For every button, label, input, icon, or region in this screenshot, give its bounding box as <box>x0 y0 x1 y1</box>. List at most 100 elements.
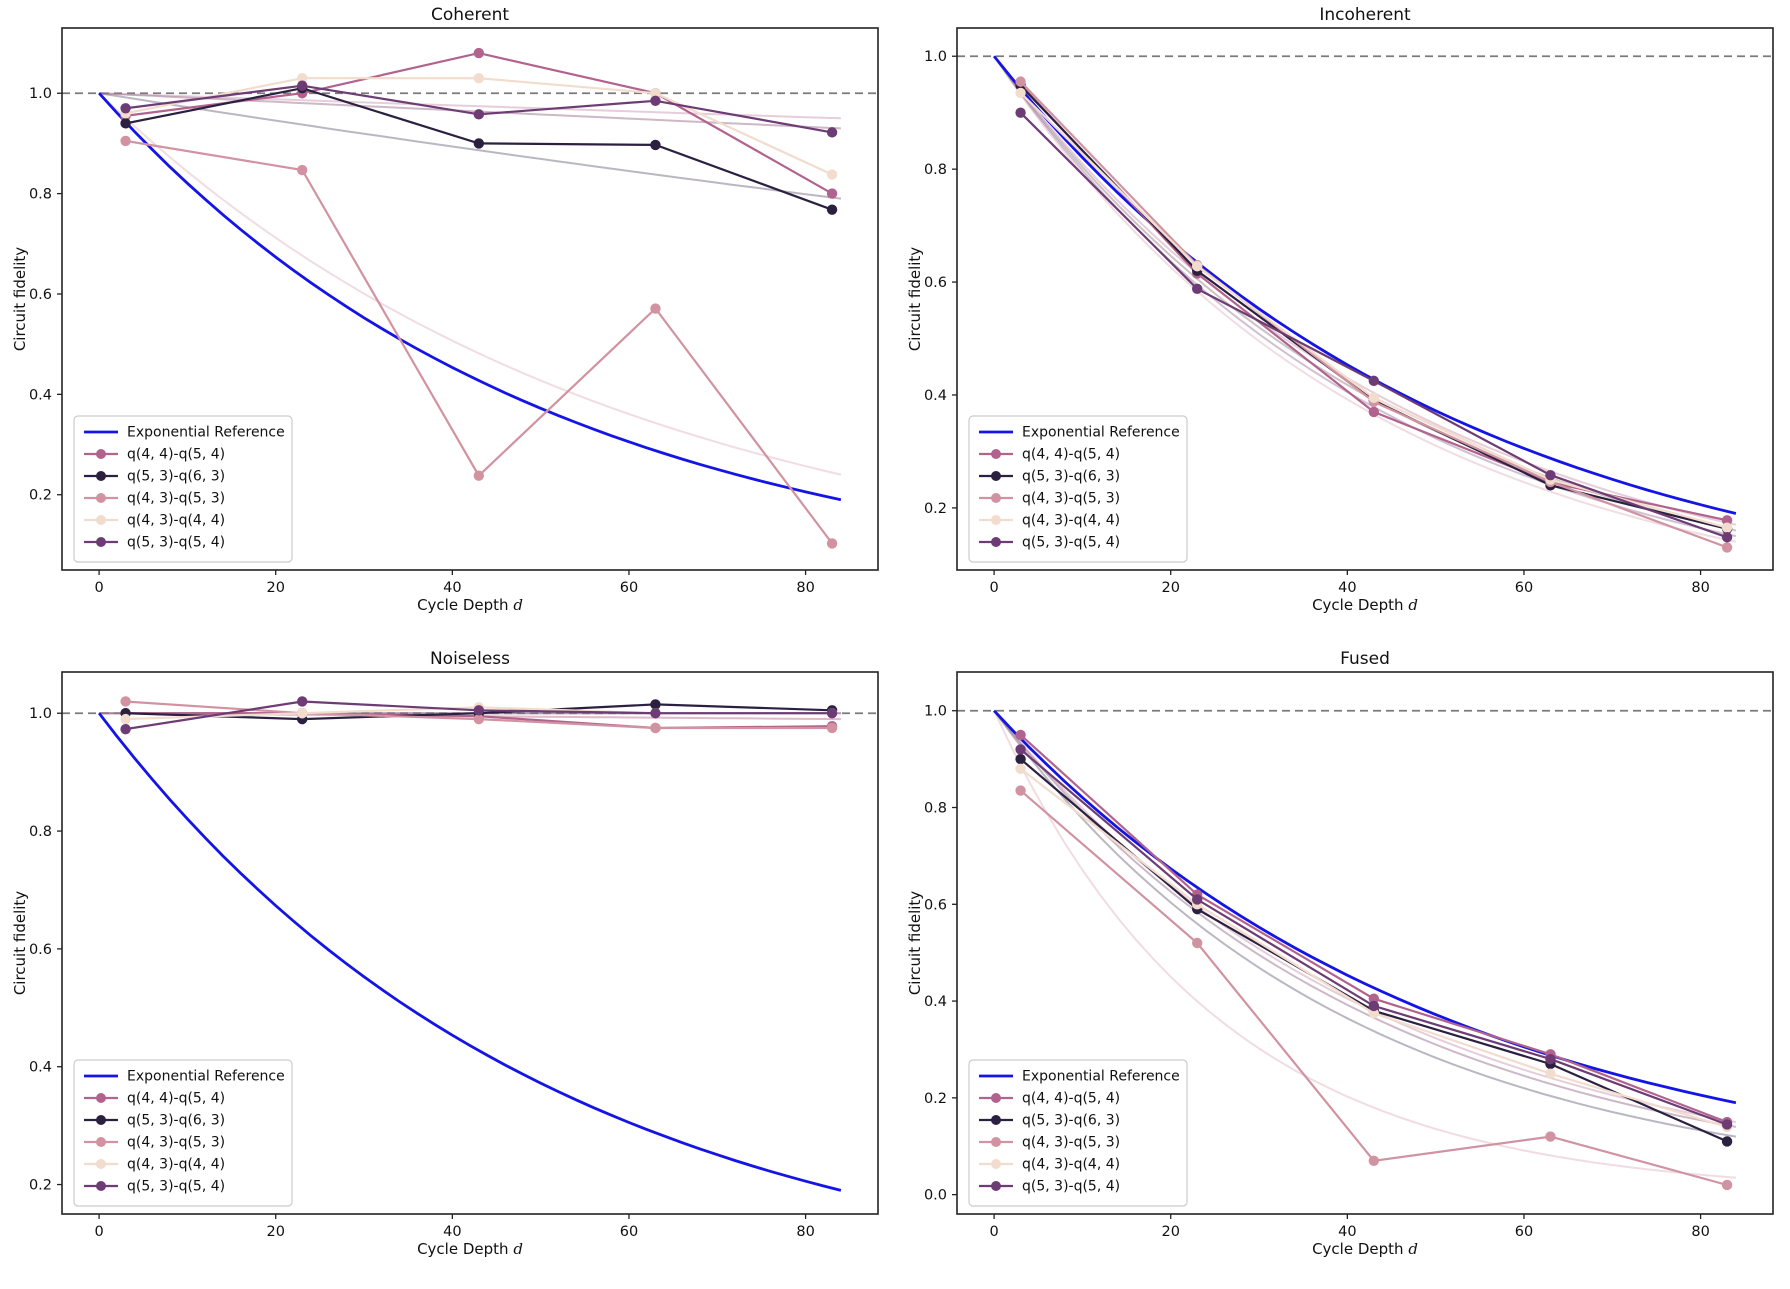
fit-curve <box>993 710 1737 1128</box>
legend-swatch-marker <box>96 493 106 503</box>
data-point-marker <box>826 127 838 138</box>
legend-entry-label: q(4, 3)-q(5, 3) <box>1022 1135 1120 1151</box>
data-point-marker <box>1368 406 1380 418</box>
data-point-marker <box>1192 894 1203 905</box>
x-tick-label: 60 <box>620 1224 638 1240</box>
x-tick-label: 80 <box>1691 580 1709 596</box>
data-point-marker <box>650 139 661 151</box>
data-point-marker <box>826 538 838 549</box>
legend-entry-label: q(4, 3)-q(5, 3) <box>127 1135 225 1151</box>
data-point-marker <box>1015 785 1026 796</box>
legend-swatch-marker <box>991 1181 1001 1191</box>
data-point-marker <box>650 95 661 106</box>
legend: Exponential Reference q(4, 4)-q(5, 4) q(5,… <box>968 1059 1188 1207</box>
y-tick-label: 0.6 <box>924 897 947 913</box>
fit-curve <box>99 92 841 120</box>
axis-ticks: 0 20 40 60 80 1.0 0.8 0.6 0.4 0.2 <box>924 49 1710 596</box>
legend-entry-label: q(5, 3)-q(6, 3) <box>1022 469 1120 485</box>
data-point-marker <box>1545 1068 1556 1079</box>
legend-swatch-marker <box>991 493 1001 503</box>
chart-title-fused: Fused <box>1340 649 1390 669</box>
data-point-marker <box>1368 1155 1380 1166</box>
data-point-marker <box>1545 469 1556 481</box>
data-point-marker <box>1192 283 1203 295</box>
y-tick-label: 1.0 <box>29 86 52 102</box>
exponential-reference-curve <box>993 55 1737 515</box>
y-axis-label: Circuit fidelity <box>11 890 29 996</box>
data-point-marker <box>120 135 131 147</box>
fit-curve <box>993 55 1737 543</box>
legend-entry-label: Exponential Reference <box>127 425 285 441</box>
y-tick-label: 0.6 <box>924 275 947 291</box>
x-tick-label: 80 <box>1691 1224 1709 1240</box>
legend-swatch-marker <box>96 471 106 481</box>
legend-entry-label: Exponential Reference <box>1022 1069 1180 1085</box>
data-series <box>120 696 838 735</box>
legend-entry-label: q(4, 4)-q(5, 4) <box>127 447 225 463</box>
panel-coherent: 0 20 40 60 80 1.0 0.8 0.6 0.4 0.2 Exponential Refe… <box>0 0 895 644</box>
data-point-marker <box>1721 542 1733 553</box>
legend: Exponential Reference q(4, 4)-q(5, 4) q(5,… <box>968 415 1188 563</box>
x-tick-label: 20 <box>1161 580 1179 596</box>
data-point-marker <box>1721 1179 1733 1191</box>
y-tick-label: 0.4 <box>29 1060 52 1076</box>
data-point-marker <box>826 188 838 199</box>
legend-swatch-marker <box>96 1115 106 1125</box>
legend-entry-label: q(4, 3)-q(4, 4) <box>127 1157 225 1173</box>
data-point-marker <box>1368 392 1380 404</box>
legend: Exponential Reference q(4, 4)-q(5, 4) q(5,… <box>73 1059 293 1207</box>
data-point-marker <box>826 708 838 719</box>
data-point-marker <box>650 699 661 710</box>
x-tick-label: 40 <box>443 1224 461 1240</box>
axis-ticks: 0 20 40 60 80 1.0 0.8 0.6 0.4 0.2 <box>29 86 815 596</box>
legend-swatch-marker <box>96 515 106 525</box>
x-tick-label: 60 <box>1515 580 1533 596</box>
y-tick-label: 0.8 <box>29 187 52 203</box>
y-tick-label: 0.8 <box>924 162 947 178</box>
data-point-marker <box>1721 1119 1733 1130</box>
data-point-marker <box>1545 1053 1556 1065</box>
data-series <box>120 135 838 549</box>
legend-swatch-marker <box>991 1137 1001 1147</box>
legend-entry-label: q(5, 3)-q(6, 3) <box>1022 1113 1120 1129</box>
legend-swatch-marker <box>96 1093 106 1103</box>
data-point-marker <box>297 80 308 91</box>
data-point-marker <box>473 72 485 84</box>
fit-curve <box>993 55 1737 526</box>
exponential-reference-curve <box>98 92 842 502</box>
data-point-marker <box>297 696 308 707</box>
data-point-marker <box>120 696 131 707</box>
y-tick-label: 1.0 <box>924 49 947 65</box>
data-point-marker <box>1015 753 1026 765</box>
coherent-chart: 0 20 40 60 80 1.0 0.8 0.6 0.4 0.2 Exponential Refe… <box>29 27 879 596</box>
legend-swatch-marker <box>991 537 1001 547</box>
chart-title-coherent: Coherent <box>430 5 510 25</box>
legend-swatch-marker <box>991 471 1001 481</box>
y-tick-label: 0.2 <box>924 1091 947 1107</box>
y-axis-label: Circuit fidelity <box>906 246 924 352</box>
exponential-reference-curve <box>97 712 842 1192</box>
x-tick-label: 40 <box>1338 580 1356 596</box>
legend-swatch-marker <box>96 1181 106 1191</box>
legend-entry-label: q(5, 3)-q(6, 3) <box>127 469 225 485</box>
x-tick-label: 20 <box>266 580 284 596</box>
y-tick-label: 0.2 <box>924 501 947 517</box>
legend-entry-label: q(4, 3)-q(5, 3) <box>127 491 225 507</box>
data-point-marker <box>1015 763 1026 774</box>
x-tick-label: 80 <box>796 1224 814 1240</box>
data-point-marker <box>120 118 131 129</box>
fused-chart: 0 20 40 60 80 1.0 0.8 0.6 0.4 0.2 0.0 Exponential R… <box>924 671 1774 1240</box>
legend-entry-label: q(4, 3)-q(5, 3) <box>1022 491 1120 507</box>
legend-entry-label: q(4, 3)-q(4, 4) <box>1022 513 1120 529</box>
data-point-marker <box>473 705 485 716</box>
legend-entry-label: q(4, 4)-q(5, 4) <box>1022 447 1120 463</box>
legend-entry-label: q(4, 3)-q(4, 4) <box>1022 1157 1120 1173</box>
fit-curve <box>98 92 842 200</box>
x-tick-label: 60 <box>620 580 638 596</box>
data-point-marker <box>1015 729 1026 741</box>
legend-entry-label: q(5, 3)-q(5, 4) <box>1022 535 1120 551</box>
x-tick-label: 20 <box>1161 1224 1179 1240</box>
fit-curve <box>993 710 1737 1128</box>
data-point-marker <box>1721 522 1733 533</box>
